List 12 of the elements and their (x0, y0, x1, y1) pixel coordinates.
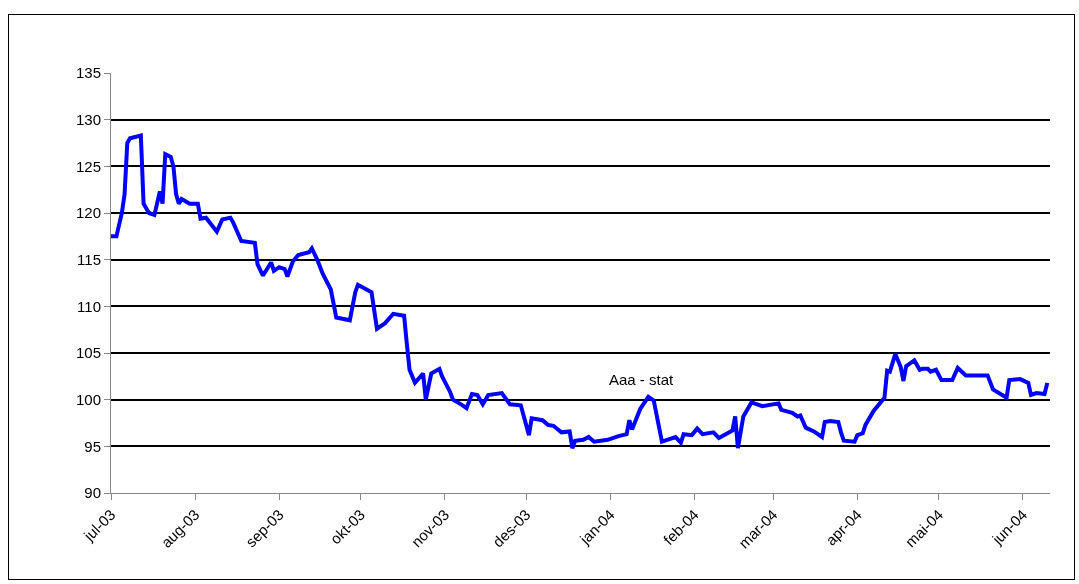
series-label: Aaa - stat (609, 371, 675, 388)
y-tick-label: 100 (75, 390, 101, 408)
y-tick-label: 95 (84, 437, 101, 455)
y-tick-label: 125 (75, 157, 101, 175)
y-tick-label: 105 (75, 344, 101, 362)
y-tick-label: 110 (77, 297, 101, 315)
y-tick-label: 120 (75, 204, 101, 222)
y-tick-label: 115 (77, 250, 101, 268)
line-series (111, 133, 1050, 451)
y-tick-label: 130 (75, 110, 101, 128)
y-tick-label: 90 (84, 484, 101, 502)
y-tick-label: 135 (75, 64, 101, 82)
